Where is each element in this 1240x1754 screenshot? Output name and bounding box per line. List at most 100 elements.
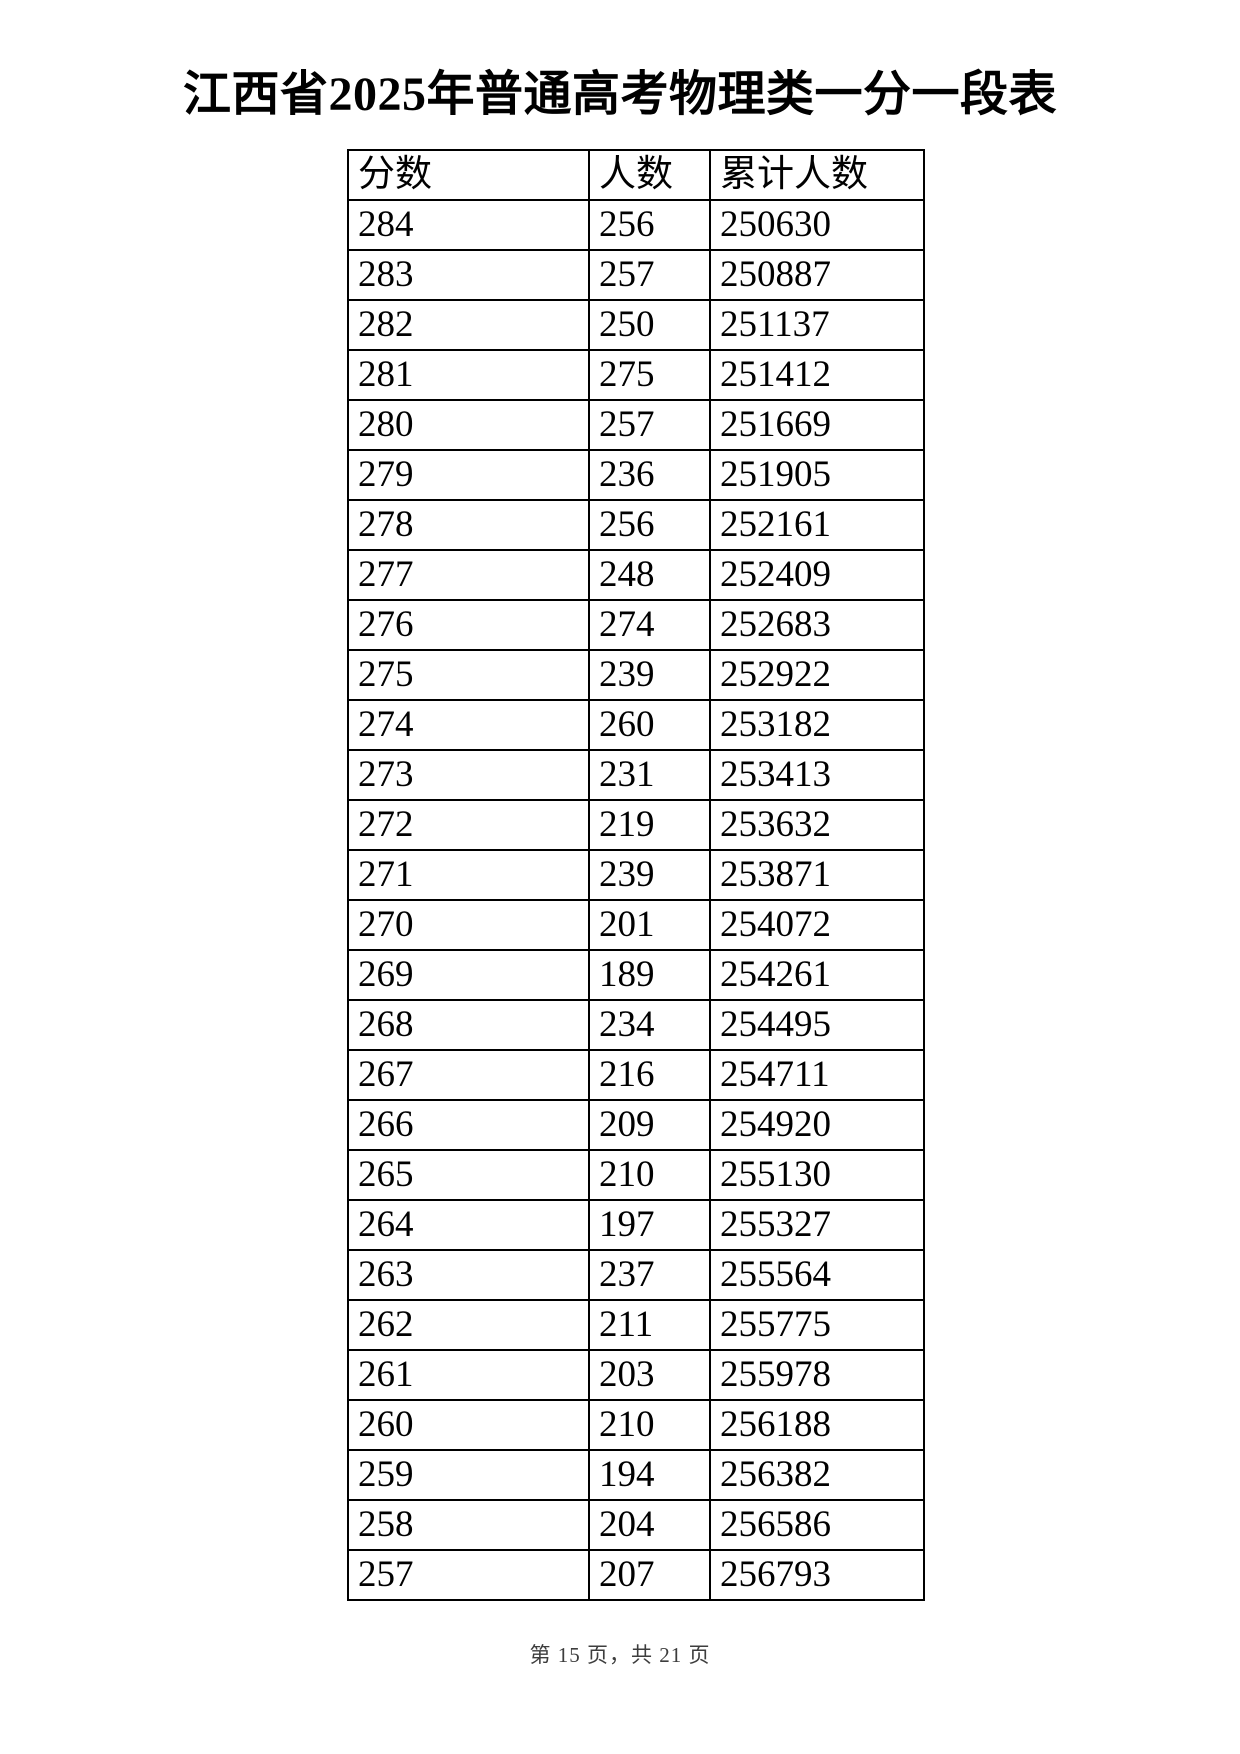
table-cell: 210 bbox=[588, 1149, 711, 1201]
table-cell: 252161 bbox=[709, 499, 925, 551]
table-cell: 279 bbox=[347, 449, 590, 501]
table-cell: 255775 bbox=[709, 1299, 925, 1351]
table-row: 276 274 252683 bbox=[347, 599, 925, 651]
table-row: 273 231 253413 bbox=[347, 749, 925, 801]
table-row: 261 203 255978 bbox=[347, 1349, 925, 1401]
page-title: 江西省2025年普通高考物理类一分一段表 bbox=[182, 68, 1057, 121]
table-head: 分数 人数 累计人数 bbox=[347, 149, 925, 201]
table-cell: 197 bbox=[588, 1199, 711, 1251]
table-cell: 204 bbox=[588, 1499, 711, 1551]
table-cell: 268 bbox=[347, 999, 590, 1051]
table-cell: 252683 bbox=[709, 599, 925, 651]
table-cell: 271 bbox=[347, 849, 590, 901]
score-table: 分数 人数 累计人数 284 256 250630 283 257 250887 282 250 2… bbox=[347, 149, 925, 1601]
table-cell: 251905 bbox=[709, 449, 925, 501]
table-row: 281 275 251412 bbox=[347, 349, 925, 401]
table-row: 274 260 253182 bbox=[347, 699, 925, 751]
table-cell: 264 bbox=[347, 1199, 590, 1251]
table-cell: 274 bbox=[347, 699, 590, 751]
table-cell: 189 bbox=[588, 949, 711, 1001]
table-cell: 254495 bbox=[709, 999, 925, 1051]
table-cell: 250 bbox=[588, 299, 711, 351]
table-cell: 278 bbox=[347, 499, 590, 551]
table-cell: 254261 bbox=[709, 949, 925, 1001]
table-cell: 253632 bbox=[709, 799, 925, 851]
table-cell: 254920 bbox=[709, 1099, 925, 1151]
table-cell: 256188 bbox=[709, 1399, 925, 1451]
table-cell: 251137 bbox=[709, 299, 925, 351]
table-cell: 216 bbox=[588, 1049, 711, 1101]
table-cell: 219 bbox=[588, 799, 711, 851]
table-cell: 256382 bbox=[709, 1449, 925, 1501]
table-cell: 256 bbox=[588, 199, 711, 251]
table-cell: 255327 bbox=[709, 1199, 925, 1251]
table-row: 279 236 251905 bbox=[347, 449, 925, 501]
table-cell: 262 bbox=[347, 1299, 590, 1351]
table-cell: 272 bbox=[347, 799, 590, 851]
table-cell: 194 bbox=[588, 1449, 711, 1501]
table-cell: 254072 bbox=[709, 899, 925, 951]
table-cell: 253182 bbox=[709, 699, 925, 751]
table-row: 277 248 252409 bbox=[347, 549, 925, 601]
table-cell: 250630 bbox=[709, 199, 925, 251]
table-row: 259 194 256382 bbox=[347, 1449, 925, 1501]
table-row: 265 210 255130 bbox=[347, 1149, 925, 1201]
table-cell: 281 bbox=[347, 349, 590, 401]
table-row: 283 257 250887 bbox=[347, 249, 925, 301]
table-cell: 211 bbox=[588, 1299, 711, 1351]
table-cell: 275 bbox=[588, 349, 711, 401]
table-cell: 209 bbox=[588, 1099, 711, 1151]
table-row: 271 239 253871 bbox=[347, 849, 925, 901]
table-row: 278 256 252161 bbox=[347, 499, 925, 551]
table-cell: 239 bbox=[588, 849, 711, 901]
table-row: 264 197 255327 bbox=[347, 1199, 925, 1251]
table-cell: 256793 bbox=[709, 1549, 925, 1601]
table-cell: 251412 bbox=[709, 349, 925, 401]
table-cell: 248 bbox=[588, 549, 711, 601]
table-cell: 250887 bbox=[709, 249, 925, 301]
table-cell: 258 bbox=[347, 1499, 590, 1551]
table-cell: 239 bbox=[588, 649, 711, 701]
table-cell: 203 bbox=[588, 1349, 711, 1401]
table-row: 282 250 251137 bbox=[347, 299, 925, 351]
table-cell: 275 bbox=[347, 649, 590, 701]
table-row: 280 257 251669 bbox=[347, 399, 925, 451]
column-header: 分数 bbox=[347, 149, 590, 201]
table-cell: 231 bbox=[588, 749, 711, 801]
table-cell: 259 bbox=[347, 1449, 590, 1501]
table-cell: 260 bbox=[588, 699, 711, 751]
table-cell: 263 bbox=[347, 1249, 590, 1301]
table-cell: 253871 bbox=[709, 849, 925, 901]
table-row: 272 219 253632 bbox=[347, 799, 925, 851]
table-cell: 274 bbox=[588, 599, 711, 651]
table-cell: 207 bbox=[588, 1549, 711, 1601]
table-cell: 283 bbox=[347, 249, 590, 301]
table-cell: 255564 bbox=[709, 1249, 925, 1301]
table-cell: 251669 bbox=[709, 399, 925, 451]
table-row: 263 237 255564 bbox=[347, 1249, 925, 1301]
table-row: 275 239 252922 bbox=[347, 649, 925, 701]
table-cell: 253413 bbox=[709, 749, 925, 801]
column-header: 人数 bbox=[588, 149, 711, 201]
table-cell: 236 bbox=[588, 449, 711, 501]
table-cell: 255978 bbox=[709, 1349, 925, 1401]
table-row: 258 204 256586 bbox=[347, 1499, 925, 1551]
table-cell: 261 bbox=[347, 1349, 590, 1401]
table-cell: 269 bbox=[347, 949, 590, 1001]
table-cell: 260 bbox=[347, 1399, 590, 1451]
table-cell: 254711 bbox=[709, 1049, 925, 1101]
table-row: 284 256 250630 bbox=[347, 199, 925, 251]
table-row: 268 234 254495 bbox=[347, 999, 925, 1051]
table-cell: 256 bbox=[588, 499, 711, 551]
table-row: 257 207 256793 bbox=[347, 1549, 925, 1601]
table-cell: 273 bbox=[347, 749, 590, 801]
table-row: 262 211 255775 bbox=[347, 1299, 925, 1351]
table-cell: 256586 bbox=[709, 1499, 925, 1551]
table-cell: 282 bbox=[347, 299, 590, 351]
table-cell: 277 bbox=[347, 549, 590, 601]
table-cell: 280 bbox=[347, 399, 590, 451]
table-cell: 284 bbox=[347, 199, 590, 251]
table-cell: 266 bbox=[347, 1099, 590, 1151]
table-row: 267 216 254711 bbox=[347, 1049, 925, 1101]
page-footer: 第 15 页，共 21 页 bbox=[529, 1643, 711, 1667]
